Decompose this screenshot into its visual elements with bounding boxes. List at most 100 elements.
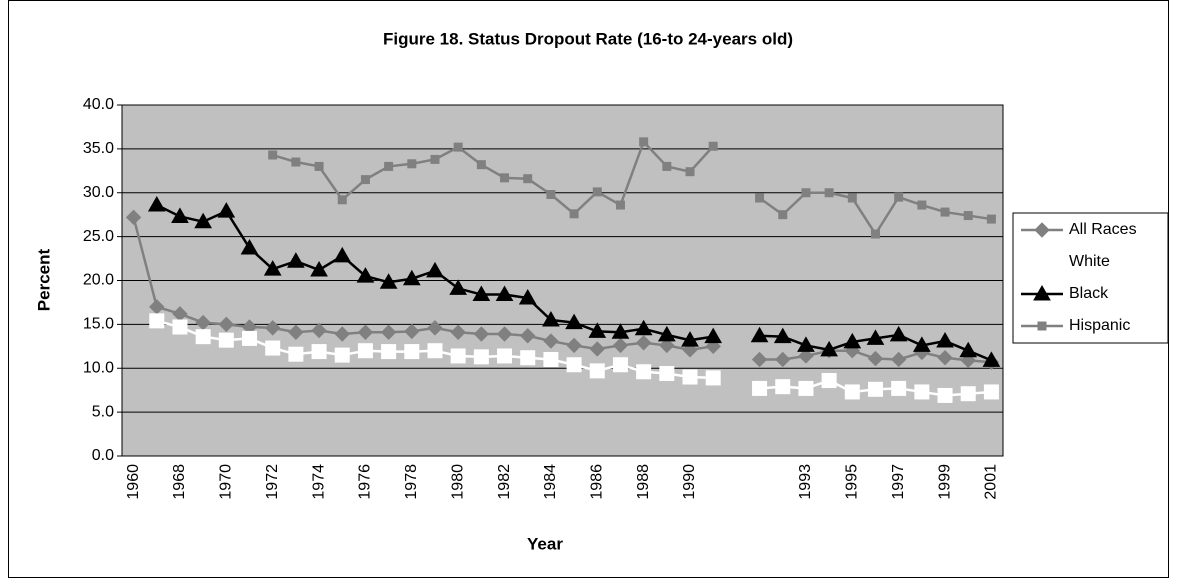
marker xyxy=(194,212,213,229)
marker xyxy=(612,357,628,373)
marker xyxy=(682,369,698,385)
marker xyxy=(543,333,559,349)
marker xyxy=(752,380,768,396)
marker xyxy=(357,324,374,340)
marker xyxy=(288,324,304,340)
marker xyxy=(543,351,559,367)
marker xyxy=(311,344,327,360)
x-tick-label: 1982 xyxy=(496,464,513,500)
marker xyxy=(963,211,973,221)
marker xyxy=(1033,284,1051,301)
marker xyxy=(1034,254,1050,270)
marker xyxy=(615,200,625,210)
marker xyxy=(472,285,491,302)
marker xyxy=(937,350,953,366)
marker xyxy=(337,195,347,205)
x-tick-label: 1980 xyxy=(449,464,466,500)
marker xyxy=(636,364,652,380)
marker xyxy=(588,322,607,338)
marker xyxy=(801,188,811,198)
marker xyxy=(407,159,417,169)
marker xyxy=(917,200,927,210)
y-tick-label: 20.0 xyxy=(83,272,114,289)
y-tick-label: 25.0 xyxy=(83,228,114,245)
marker xyxy=(380,324,397,340)
marker xyxy=(218,316,235,333)
x-tick-label: 1990 xyxy=(681,464,698,500)
y-tick-label: 15.0 xyxy=(83,316,114,333)
x-tick-label: 1986 xyxy=(588,464,605,500)
legend-label: All Races xyxy=(1069,221,1137,238)
marker xyxy=(912,336,931,352)
marker xyxy=(473,349,489,365)
marker xyxy=(520,328,536,344)
marker xyxy=(589,363,605,379)
marker xyxy=(867,350,884,367)
marker xyxy=(937,387,953,403)
marker xyxy=(450,348,466,364)
marker xyxy=(404,344,420,360)
marker xyxy=(634,319,653,336)
x-tick-label: 1960 xyxy=(125,464,142,500)
x-tick-label: 1988 xyxy=(635,464,652,500)
y-tick-label: 0.0 xyxy=(92,447,114,464)
marker xyxy=(1034,222,1050,238)
marker xyxy=(334,326,350,342)
marker xyxy=(705,370,721,386)
x-tick-label: 1995 xyxy=(844,464,861,500)
marker xyxy=(218,332,234,348)
marker xyxy=(870,229,880,239)
marker xyxy=(565,313,583,330)
marker xyxy=(775,351,791,368)
x-tick-label: 1984 xyxy=(542,464,559,500)
marker xyxy=(287,252,305,268)
marker xyxy=(914,384,930,400)
marker xyxy=(821,373,837,389)
marker xyxy=(890,351,907,368)
legend-box xyxy=(1012,212,1169,344)
marker xyxy=(960,386,976,402)
marker xyxy=(476,160,486,170)
x-tick-label: 1993 xyxy=(797,464,814,500)
marker xyxy=(798,380,814,396)
marker xyxy=(778,210,788,220)
marker xyxy=(360,175,370,185)
marker xyxy=(569,209,579,219)
marker xyxy=(172,319,188,335)
marker xyxy=(1037,321,1047,331)
marker xyxy=(217,202,236,218)
legend-label: White xyxy=(1069,253,1110,270)
marker xyxy=(314,161,324,171)
marker xyxy=(659,366,675,382)
x-tick-label: 1968 xyxy=(171,464,188,500)
y-tick-label: 10.0 xyxy=(83,359,114,376)
y-axis-title: Percent xyxy=(34,248,53,311)
legend-label: Hispanic xyxy=(1069,317,1130,334)
marker xyxy=(592,187,602,197)
y-tick-label: 5.0 xyxy=(92,403,114,420)
marker xyxy=(384,161,394,171)
marker xyxy=(820,340,838,357)
marker xyxy=(843,332,862,349)
marker xyxy=(195,329,211,345)
marker xyxy=(427,343,443,359)
marker xyxy=(450,324,466,340)
marker xyxy=(773,327,792,344)
x-tick-label: 2001 xyxy=(983,464,1000,500)
marker xyxy=(125,209,142,226)
marker xyxy=(264,320,281,336)
marker xyxy=(149,313,165,329)
marker xyxy=(430,154,440,164)
marker xyxy=(263,260,282,276)
marker xyxy=(775,379,791,395)
marker xyxy=(612,337,629,354)
marker xyxy=(983,384,999,400)
marker xyxy=(518,289,537,305)
marker xyxy=(986,214,996,224)
marker xyxy=(357,343,373,359)
marker xyxy=(291,157,301,167)
marker xyxy=(659,337,675,354)
marker xyxy=(959,341,978,358)
marker xyxy=(867,381,883,397)
